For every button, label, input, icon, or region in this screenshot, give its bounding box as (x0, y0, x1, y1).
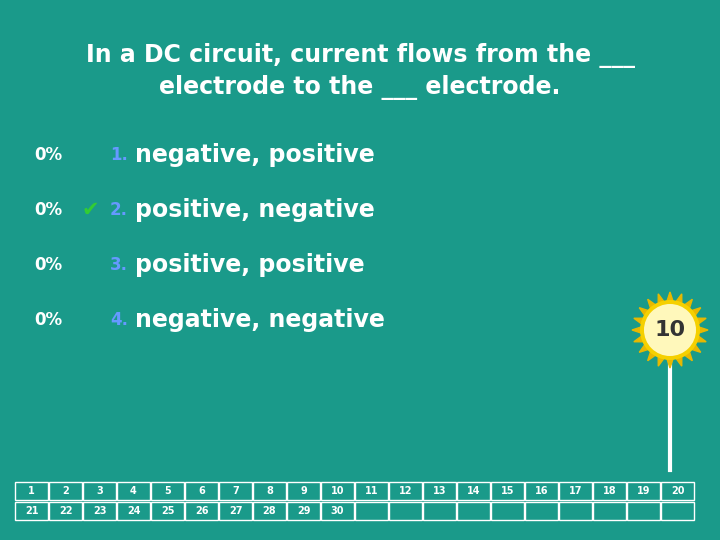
Text: 0%: 0% (34, 311, 62, 329)
Text: 0%: 0% (34, 201, 62, 219)
FancyBboxPatch shape (219, 482, 252, 500)
FancyBboxPatch shape (627, 482, 660, 500)
Text: In a DC circuit, current flows from the ___: In a DC circuit, current flows from the … (86, 43, 634, 68)
Text: 16: 16 (535, 486, 548, 496)
Text: 0%: 0% (34, 256, 62, 274)
Text: 10: 10 (654, 320, 685, 340)
FancyBboxPatch shape (15, 502, 48, 520)
FancyBboxPatch shape (559, 482, 592, 500)
Text: 30: 30 (330, 506, 344, 516)
FancyBboxPatch shape (83, 482, 116, 500)
Text: negative, positive: negative, positive (135, 143, 374, 167)
Text: ✔: ✔ (81, 200, 99, 220)
FancyBboxPatch shape (49, 502, 82, 520)
FancyBboxPatch shape (355, 502, 388, 520)
Text: 29: 29 (297, 506, 310, 516)
FancyBboxPatch shape (185, 502, 218, 520)
FancyBboxPatch shape (117, 482, 150, 500)
Text: 7: 7 (232, 486, 239, 496)
Text: 1.: 1. (110, 146, 128, 164)
Text: 26: 26 (194, 506, 208, 516)
FancyBboxPatch shape (389, 482, 422, 500)
Text: 27: 27 (229, 506, 242, 516)
FancyBboxPatch shape (321, 482, 354, 500)
FancyBboxPatch shape (593, 502, 626, 520)
FancyBboxPatch shape (593, 482, 626, 500)
FancyBboxPatch shape (83, 502, 116, 520)
Text: 2: 2 (62, 486, 69, 496)
FancyBboxPatch shape (253, 482, 286, 500)
Text: 11: 11 (365, 486, 378, 496)
FancyBboxPatch shape (151, 502, 184, 520)
Circle shape (640, 300, 700, 360)
Text: 3: 3 (96, 486, 103, 496)
Text: 23: 23 (93, 506, 107, 516)
Text: 21: 21 (24, 506, 38, 516)
Text: 19: 19 (636, 486, 650, 496)
FancyBboxPatch shape (287, 482, 320, 500)
Text: negative, negative: negative, negative (135, 308, 385, 332)
Text: positive, negative: positive, negative (135, 198, 374, 222)
Text: 0%: 0% (34, 146, 62, 164)
FancyBboxPatch shape (457, 502, 490, 520)
Text: 17: 17 (569, 486, 582, 496)
Text: 15: 15 (500, 486, 514, 496)
FancyBboxPatch shape (321, 502, 354, 520)
Text: 28: 28 (263, 506, 276, 516)
Text: 3.: 3. (110, 256, 128, 274)
FancyBboxPatch shape (423, 502, 456, 520)
FancyBboxPatch shape (559, 502, 592, 520)
FancyBboxPatch shape (219, 502, 252, 520)
Text: 8: 8 (266, 486, 273, 496)
Text: 9: 9 (300, 486, 307, 496)
Text: 25: 25 (161, 506, 174, 516)
FancyBboxPatch shape (491, 502, 524, 520)
FancyBboxPatch shape (253, 502, 286, 520)
FancyBboxPatch shape (661, 482, 694, 500)
Polygon shape (632, 292, 708, 368)
Text: 2.: 2. (110, 201, 128, 219)
FancyBboxPatch shape (355, 482, 388, 500)
FancyBboxPatch shape (389, 502, 422, 520)
Text: 20: 20 (671, 486, 684, 496)
Circle shape (644, 304, 696, 356)
FancyBboxPatch shape (457, 482, 490, 500)
Text: 13: 13 (433, 486, 446, 496)
Text: electrode to the ___ electrode.: electrode to the ___ electrode. (159, 76, 561, 100)
Text: 22: 22 (59, 506, 72, 516)
Text: 4.: 4. (110, 311, 128, 329)
FancyBboxPatch shape (661, 502, 694, 520)
FancyBboxPatch shape (15, 482, 48, 500)
Text: 24: 24 (127, 506, 140, 516)
FancyBboxPatch shape (49, 482, 82, 500)
FancyBboxPatch shape (185, 482, 218, 500)
Text: 10: 10 (330, 486, 344, 496)
FancyBboxPatch shape (151, 482, 184, 500)
Text: positive, positive: positive, positive (135, 253, 364, 277)
FancyBboxPatch shape (117, 502, 150, 520)
Text: 5: 5 (164, 486, 171, 496)
Text: 18: 18 (603, 486, 616, 496)
FancyBboxPatch shape (491, 482, 524, 500)
Text: 1: 1 (28, 486, 35, 496)
Text: 12: 12 (399, 486, 413, 496)
Text: 6: 6 (198, 486, 205, 496)
FancyBboxPatch shape (423, 482, 456, 500)
FancyBboxPatch shape (627, 502, 660, 520)
Text: 4: 4 (130, 486, 137, 496)
FancyBboxPatch shape (525, 502, 558, 520)
FancyBboxPatch shape (525, 482, 558, 500)
FancyBboxPatch shape (287, 502, 320, 520)
Text: 14: 14 (467, 486, 480, 496)
